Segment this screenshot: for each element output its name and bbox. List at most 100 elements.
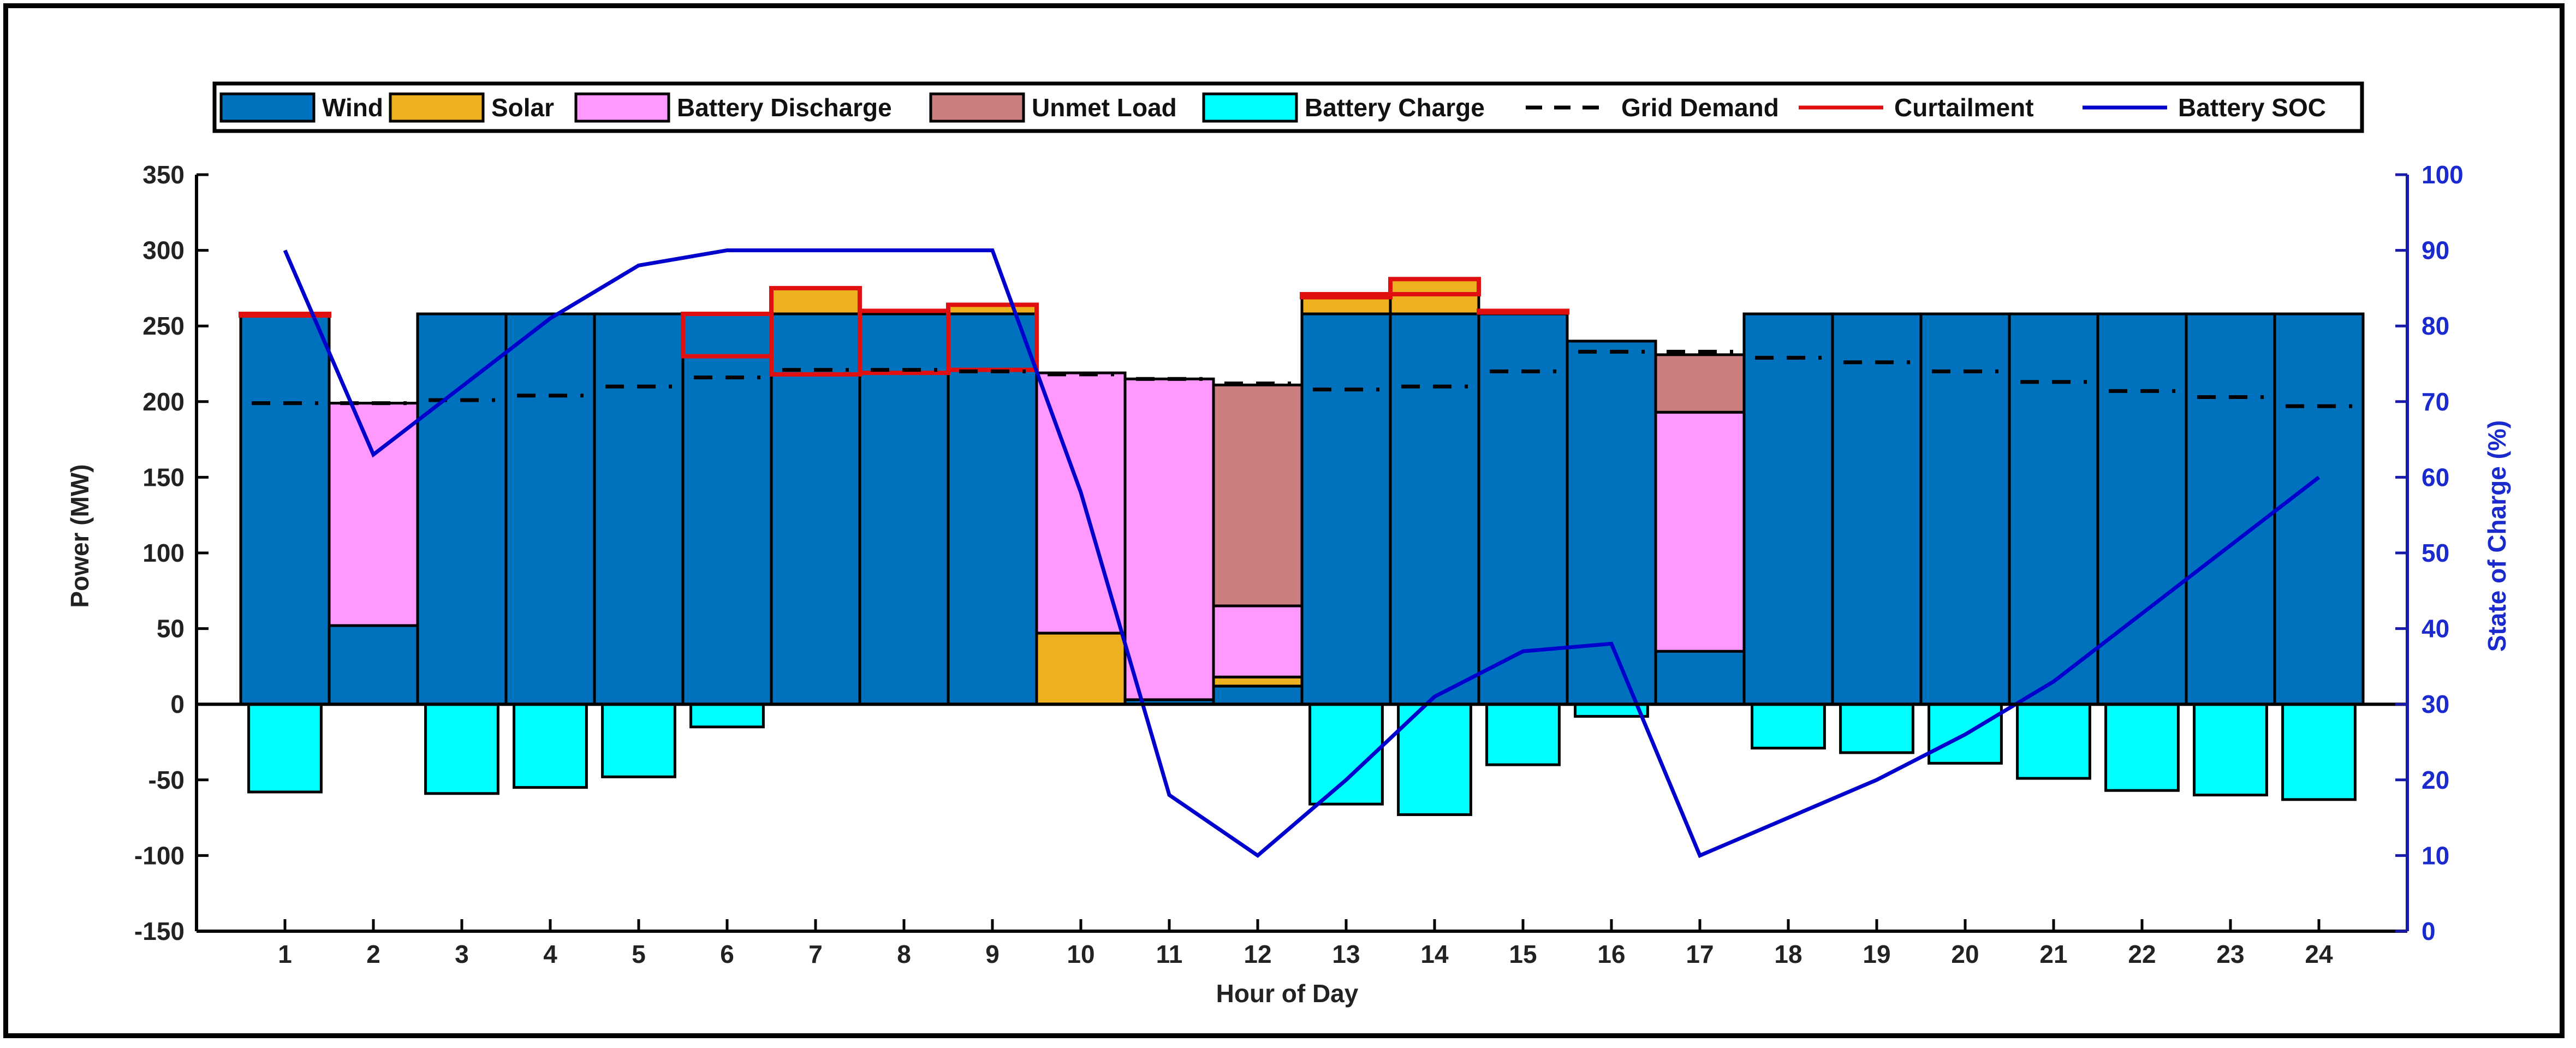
legend-label: Unmet Load (1032, 93, 1177, 122)
x-tick-label: 21 (2039, 940, 2067, 968)
y-tick-label: 200 (142, 388, 185, 416)
bar-unmet-load-12 (1212, 383, 1304, 608)
legend-swatch (389, 92, 485, 123)
bar-wind-8 (858, 312, 950, 706)
x-tick-label: 1 (278, 940, 292, 968)
bar-unmet-load-17 (1654, 353, 1746, 414)
y-tick-label: 350 (142, 160, 185, 189)
bar-battery-charge-3 (424, 702, 499, 795)
x-tick-label: 14 (1420, 940, 1449, 968)
grid-demand-layer (252, 349, 2352, 408)
battery-soc-layer (283, 248, 2321, 859)
bar-wind-15 (1477, 312, 1569, 706)
bar-battery-charge-24 (2281, 702, 2357, 801)
y-tick-label: -50 (148, 766, 185, 794)
y-tick-label: 0 (170, 690, 185, 718)
bar-battery-charge-23 (2193, 702, 2268, 797)
y2-tick-label: 50 (2422, 539, 2449, 567)
bar-battery-charge-19 (1839, 702, 1914, 754)
bar-battery-discharge-11 (1123, 377, 1215, 701)
bar-wind-14 (1389, 312, 1480, 706)
bar-battery-charge-1 (247, 702, 323, 794)
y-tick-label: -150 (134, 917, 185, 945)
bar-wind-22 (2096, 312, 2188, 706)
bar-battery-discharge-17 (1654, 410, 1746, 653)
bar-battery-discharge-12 (1212, 604, 1304, 678)
bar-wind-18 (1742, 312, 1834, 706)
legend: Wind Solar Battery Discharge Unmet Load Batt… (219, 92, 2326, 123)
y-tick-label: 100 (142, 539, 185, 567)
bar-wind-17 (1654, 650, 1746, 706)
curtailment-15 (1477, 308, 1569, 315)
legend-entry-wind: Wind (219, 92, 383, 123)
legend-entry-curtailment: Curtailment (1799, 93, 2034, 122)
x-tick-label: 11 (1156, 940, 1183, 968)
legend-swatch (929, 92, 1025, 123)
curtailment-1 (239, 312, 331, 318)
bar-battery-charge-21 (2016, 702, 2091, 780)
bar-wind-12 (1212, 684, 1304, 706)
curtailment-14 (1388, 277, 1481, 296)
x-tick-label: 10 (1067, 940, 1094, 968)
bar-solar-10 (1035, 632, 1127, 706)
y2-tick-label: 40 (2422, 615, 2449, 643)
curtailment-layer (239, 277, 1569, 377)
legend-entry-battery-discharge: Battery Discharge (574, 92, 892, 123)
bar-wind-13 (1300, 312, 1392, 706)
legend-label: Battery Charge (1305, 93, 1485, 122)
y-axis-label: Power (MW) (66, 464, 94, 608)
legend-label: Grid Demand (1621, 93, 1779, 122)
bar-wind-23 (2185, 312, 2276, 706)
bar-wind-24 (2273, 312, 2365, 706)
x-tick-label: 3 (455, 940, 469, 968)
x-tick-label: 8 (897, 940, 911, 968)
x-tick-label: 16 (1597, 940, 1625, 968)
bar-wind-9 (947, 312, 1038, 706)
bar-battery-charge-14 (1397, 702, 1472, 817)
x-tick-label: 13 (1332, 940, 1360, 968)
curtailment-13 (1300, 291, 1393, 300)
x-tick-label: 24 (2305, 940, 2333, 968)
x-tick-label: 6 (720, 940, 734, 968)
bar-wind-5 (593, 312, 685, 706)
legend-swatch (219, 92, 316, 123)
bar-wind-20 (1919, 312, 2011, 706)
x-tick-label: 17 (1686, 940, 1714, 968)
bar-battery-discharge-2 (328, 402, 419, 627)
legend-entry-solar: Solar (389, 92, 554, 123)
y-tick-label: 150 (142, 463, 185, 491)
legend-entry-battery-charge: Battery Charge (1202, 92, 1485, 123)
x-tick-label: 12 (1244, 940, 1271, 968)
bar-wind-1 (239, 312, 331, 706)
bar-wind-3 (416, 312, 508, 706)
x-tick-label: 19 (1863, 940, 1890, 968)
figure-border (3, 3, 2565, 1038)
legend-entry-battery-soc: Battery SOC (2083, 93, 2326, 122)
bar-battery-charge-22 (2104, 702, 2180, 792)
legend-label: Curtailment (1894, 93, 2034, 122)
bar-wind-6 (681, 312, 773, 706)
bar-solar-14 (1389, 277, 1480, 315)
x-axis-label: Hour of Day (1216, 979, 1359, 1008)
legend-label: Solar (491, 93, 554, 122)
bar-wind-2 (328, 624, 419, 706)
y-tick-label: 300 (142, 236, 185, 265)
legend-label: Battery SOC (2178, 93, 2326, 122)
y2-tick-label: 60 (2422, 463, 2449, 491)
legend-box (212, 81, 2364, 133)
legend-entry-grid-demand: Grid Demand (1526, 93, 1779, 122)
x-tick-label: 9 (985, 940, 1000, 968)
bar-wind-19 (1831, 312, 1923, 706)
bar-wind-4 (504, 312, 596, 706)
bar-wind-21 (2008, 312, 2099, 706)
y2-tick-label: 10 (2422, 841, 2449, 870)
bar-battery-charge-6 (689, 702, 765, 729)
y2-tick-label: 90 (2422, 236, 2449, 265)
y-tick-label: -100 (134, 841, 185, 870)
legend-label: Wind (322, 93, 383, 122)
bar-battery-charge-4 (513, 702, 588, 789)
x-tick-label: 4 (543, 940, 557, 968)
bar-solar-7 (770, 287, 861, 315)
y2-tick-label: 80 (2422, 312, 2449, 340)
